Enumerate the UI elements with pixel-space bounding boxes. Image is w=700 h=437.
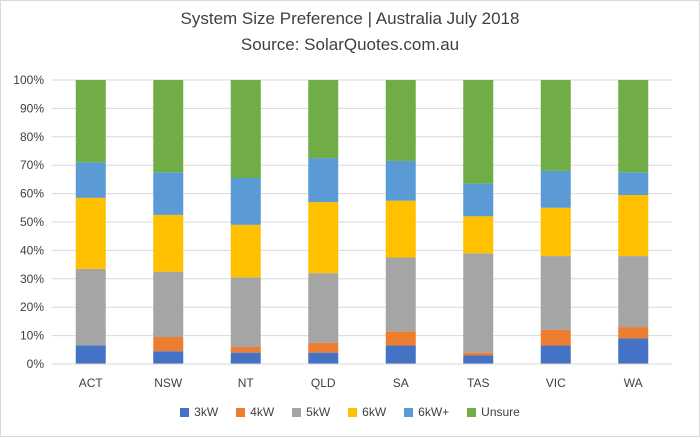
bar-segment-4kw bbox=[618, 327, 649, 339]
legend-swatch bbox=[348, 407, 358, 417]
y-tick-label: 10% bbox=[20, 329, 44, 343]
legend-label: 4kW bbox=[250, 405, 275, 419]
bar-segment-6kw- bbox=[153, 172, 184, 215]
bar-segment-5kw bbox=[463, 253, 494, 353]
legend-label: 6kW bbox=[362, 405, 387, 419]
bar-segment-6kw bbox=[230, 224, 261, 278]
legend-swatch bbox=[292, 407, 302, 417]
y-tick-label: 100% bbox=[13, 73, 44, 87]
y-tick-label: 30% bbox=[20, 272, 44, 286]
bar-segment-3kw bbox=[463, 355, 494, 364]
legend-item: 4kW bbox=[236, 405, 274, 419]
bar-segment-6kw bbox=[618, 195, 649, 257]
bar-segment-5kw bbox=[230, 277, 261, 347]
chart-subtitle: Source: SolarQuotes.com.au bbox=[240, 35, 460, 54]
bar-segment-unsure bbox=[153, 80, 184, 173]
legend-swatch bbox=[236, 407, 246, 417]
legend-swatch bbox=[467, 407, 477, 417]
bar-segment-3kw bbox=[618, 338, 649, 364]
bar-segment-4kw bbox=[463, 352, 494, 356]
bar-segment-5kw bbox=[153, 271, 184, 338]
bar-segment-unsure bbox=[385, 80, 416, 161]
x-tick-label: ACT bbox=[79, 376, 104, 390]
x-tick-label: QLD bbox=[311, 376, 336, 390]
bar-segment-4kw bbox=[308, 342, 339, 353]
bar-segment-3kw bbox=[75, 345, 106, 364]
bar-segment-6kw bbox=[463, 216, 494, 254]
bar-segment-6kw bbox=[540, 207, 571, 257]
bar-segment-3kw bbox=[385, 345, 416, 364]
bar-segment-6kw- bbox=[308, 158, 339, 203]
bar-segment-6kw- bbox=[463, 183, 494, 217]
legend-swatch bbox=[404, 407, 414, 417]
bar-segment-6kw- bbox=[75, 162, 106, 198]
bar-segment-5kw bbox=[75, 268, 106, 346]
bar-segment-5kw bbox=[540, 256, 571, 330]
bar-segment-unsure bbox=[230, 80, 261, 178]
bar-segment-3kw bbox=[540, 345, 571, 364]
bar-segment-unsure bbox=[308, 80, 339, 159]
y-tick-label: 90% bbox=[20, 101, 44, 115]
bar-segment-unsure bbox=[618, 80, 649, 173]
bar-segment-4kw bbox=[153, 337, 184, 352]
x-tick-label: WA bbox=[624, 376, 643, 390]
bar-segment-6kw- bbox=[385, 160, 416, 201]
bar-segment-6kw- bbox=[230, 177, 261, 225]
bar-segment-6kw- bbox=[540, 170, 571, 208]
bar-segment-4kw bbox=[540, 329, 571, 346]
bar-segment-4kw bbox=[230, 346, 261, 353]
y-tick-label: 20% bbox=[20, 300, 44, 314]
bar-segment-6kw bbox=[153, 214, 184, 272]
chart-title: System Size Preference | Australia July … bbox=[180, 9, 520, 28]
y-tick-label: 80% bbox=[20, 130, 44, 144]
y-tick-label: 60% bbox=[20, 187, 44, 201]
x-tick-label: SA bbox=[393, 376, 409, 390]
x-tick-label: TAS bbox=[467, 376, 489, 390]
bar-segment-6kw bbox=[385, 200, 416, 258]
legend-item: 3kW bbox=[180, 405, 218, 419]
bar-segment-3kw bbox=[308, 352, 339, 364]
x-tick-label: NSW bbox=[154, 376, 183, 390]
bar-segment-5kw bbox=[385, 257, 416, 332]
legend-label: 3kW bbox=[194, 405, 219, 419]
bar-segment-5kw bbox=[308, 273, 339, 343]
legend-item: 6kW+ bbox=[404, 405, 449, 419]
legend-item: 5kW bbox=[292, 405, 330, 419]
legend-item: 6kW bbox=[348, 405, 386, 419]
y-tick-label: 50% bbox=[20, 215, 44, 229]
bar-segment-3kw bbox=[230, 352, 261, 364]
bar-segment-4kw bbox=[385, 331, 416, 346]
legend-label: Unsure bbox=[481, 405, 520, 419]
legend-swatch bbox=[180, 407, 190, 417]
bar-segment-6kw bbox=[75, 197, 106, 269]
y-tick-label: 70% bbox=[20, 158, 44, 172]
bar-segment-3kw bbox=[153, 351, 184, 364]
bar-segment-6kw- bbox=[618, 172, 649, 196]
legend: 3kW 4kW 5kW 6kW 6kW+ Unsure bbox=[0, 405, 700, 419]
bar-segment-unsure bbox=[540, 80, 571, 171]
legend-item: Unsure bbox=[467, 405, 520, 419]
bar-segment-6kw bbox=[308, 202, 339, 274]
x-tick-label: NT bbox=[238, 376, 255, 390]
x-tick-label: VIC bbox=[546, 376, 566, 390]
bar-segment-unsure bbox=[75, 80, 106, 163]
legend-label: 6kW+ bbox=[418, 405, 450, 419]
y-tick-label: 40% bbox=[20, 243, 44, 257]
bar-segment-5kw bbox=[618, 256, 649, 328]
bar-segment-unsure bbox=[463, 80, 494, 184]
legend-label: 5kW bbox=[306, 405, 331, 419]
y-tick-label: 0% bbox=[27, 357, 45, 371]
